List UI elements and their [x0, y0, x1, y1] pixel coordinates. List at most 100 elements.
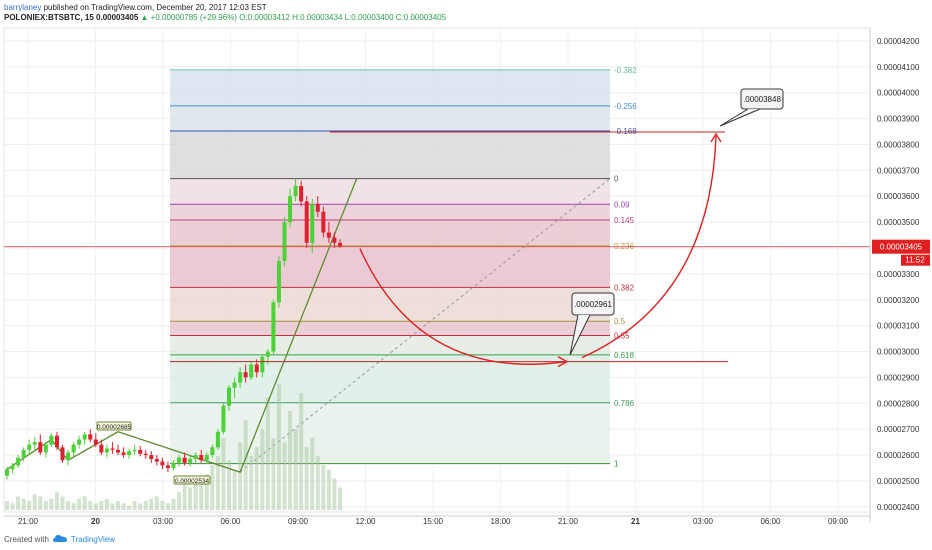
volume-bar	[249, 456, 254, 510]
candle-body	[260, 356, 265, 373]
volume-bar	[326, 469, 331, 510]
candle-body	[193, 455, 198, 459]
volume-bar	[321, 465, 326, 510]
fib-band	[170, 69, 610, 106]
y-tick-label: 0.00002700	[877, 425, 920, 434]
volume-bar	[332, 478, 337, 510]
fib-retracement: -0.382-0.256-0.16800.090.1450.2360.3820.…	[170, 66, 637, 473]
price-change: ▲ +0.00000785 (+29.96%)	[140, 13, 237, 22]
volume-bar	[232, 469, 237, 510]
candle-body	[154, 458, 159, 462]
x-tick-label: 20	[91, 517, 100, 526]
volume-bar	[276, 384, 281, 510]
candle-body	[182, 457, 187, 463]
annotation-target-low-pointer	[569, 314, 591, 356]
volume-bar	[304, 447, 309, 510]
volume-bar	[110, 503, 115, 510]
candle-body	[265, 351, 270, 357]
volume-bar	[271, 438, 276, 510]
volume-bar	[77, 498, 82, 510]
candle-body	[304, 201, 309, 243]
annotation-high-text: 0.00002685	[97, 424, 132, 431]
volume-bar	[5, 501, 9, 510]
x-tick-label: 06:00	[760, 517, 781, 526]
candle-body	[43, 444, 48, 453]
candle-body	[10, 465, 15, 470]
volume-bar	[199, 483, 204, 510]
candle-body	[227, 387, 231, 406]
countdown-text: 11:52	[905, 256, 925, 265]
fib-band	[170, 287, 610, 322]
candle-body	[293, 185, 298, 197]
volume-bar	[177, 492, 182, 510]
candle-body	[332, 237, 337, 243]
y-tick-label: 0.00003700	[877, 166, 920, 175]
volume-bar	[27, 501, 32, 510]
y-tick-label: 0.00002600	[877, 451, 920, 460]
last-price: 0.00003405	[96, 13, 139, 22]
x-tick-label: 09:00	[828, 517, 849, 526]
volume-bar	[82, 496, 87, 510]
volume-bar	[221, 438, 226, 510]
fib-level-label: 0.145	[614, 216, 635, 225]
volume-bar	[71, 503, 76, 510]
volume-bar	[254, 447, 259, 510]
volume-bar	[215, 456, 220, 510]
volume-bar	[154, 496, 159, 510]
annotation-target-high-text: .00003848	[743, 95, 781, 104]
y-tick-label: 0.00003300	[877, 270, 920, 279]
y-tick-label: 0.00002900	[877, 373, 920, 382]
tradingview-cloud-icon	[52, 535, 67, 542]
x-tick-label: 12:00	[355, 517, 376, 526]
candle-body	[99, 444, 104, 453]
volume-bar	[116, 501, 120, 510]
ohlc-values: O:0.00003412 H:0.00003434 L:0.00003400 C…	[239, 13, 447, 22]
arrowhead-up	[710, 132, 722, 143]
candle-body	[204, 455, 209, 461]
volume-bar	[299, 393, 304, 510]
author-link[interactable]: barrylaney	[4, 3, 42, 12]
candle-body	[110, 448, 115, 450]
symbol-label[interactable]: POLONIEX:BTSBTC, 15	[4, 13, 94, 22]
candle-body	[238, 372, 243, 383]
y-tick-label: 0.00003100	[877, 322, 920, 331]
tradingview-brand[interactable]: TradingView	[70, 534, 115, 544]
y-tick-label: 0.00003200	[877, 296, 920, 305]
annotation-target-low-text: .00002961	[574, 300, 612, 309]
x-tick-label: 03:00	[693, 517, 714, 526]
fib-band	[170, 321, 610, 336]
volume-bar	[182, 483, 187, 510]
y-tick-label: 0.00004100	[877, 63, 920, 72]
time-axis: 21:00 20 03:00 06:00 09:00 12:00 15:00 18:00 21:…	[4, 515, 870, 526]
fib-band	[170, 245, 610, 288]
y-tick-label: 0.00003000	[877, 348, 920, 357]
volume-bar	[171, 498, 176, 510]
volume-bar	[188, 487, 193, 510]
candle-body	[243, 372, 248, 378]
x-tick-label: 09:00	[288, 517, 309, 526]
volume-bar	[132, 501, 137, 510]
y-tick-label: 0.00003600	[877, 192, 920, 201]
candle-body	[116, 449, 120, 453]
y-tick-label: 0.00003800	[877, 140, 920, 149]
fib-level-label: -0.256	[614, 102, 637, 111]
volume-bar	[160, 501, 165, 510]
candle-body	[326, 232, 331, 238]
fib-band	[170, 335, 610, 355]
fib-band	[170, 131, 610, 179]
countdown-tag	[901, 254, 930, 266]
fib-band	[170, 204, 610, 221]
candle-body	[54, 435, 59, 448]
volume-bar	[127, 505, 132, 510]
candle-body	[71, 444, 76, 453]
annotation-target-high-box	[740, 88, 784, 110]
current-price-tag	[872, 239, 930, 254]
candle-body	[49, 435, 54, 445]
fib-band	[170, 105, 610, 132]
volume-bar	[227, 460, 231, 510]
candle-body	[249, 364, 254, 378]
candle-body	[27, 444, 32, 450]
volume-bar	[293, 429, 298, 510]
candle-body	[38, 442, 43, 453]
